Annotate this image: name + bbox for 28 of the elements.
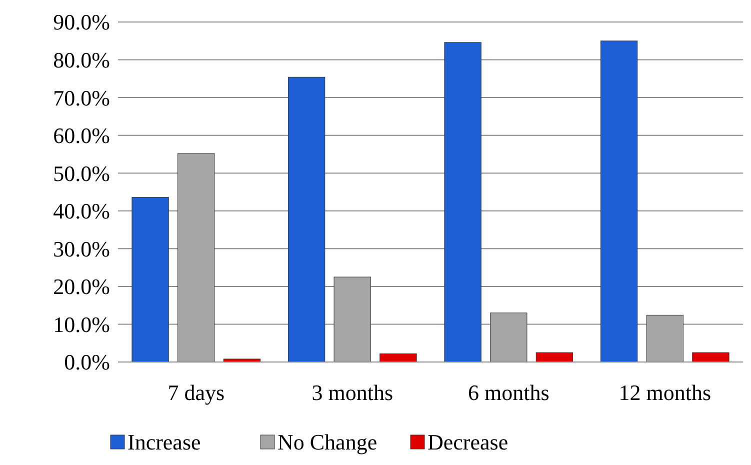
x-tick-label: 12 months (618, 380, 712, 405)
y-tick-label: 50.0% (53, 160, 110, 186)
bar (692, 352, 730, 362)
bar (288, 76, 326, 362)
legend-label: No Change (278, 430, 378, 455)
y-tick-label: 10.0% (53, 312, 110, 337)
legend-label: Increase (128, 430, 201, 455)
bar (334, 276, 371, 362)
x-tick-label: 3 months (312, 380, 394, 405)
y-tick-label: 40.0% (53, 198, 110, 224)
bar (132, 197, 169, 362)
bar (536, 352, 574, 362)
y-tick-label: 30.0% (53, 236, 110, 262)
x-tick-label: 6 months (468, 380, 550, 405)
y-tick-label: 80.0% (53, 47, 110, 72)
y-tick-label: 60.0% (53, 123, 110, 148)
y-tick-label: 0.0% (64, 350, 110, 375)
legend-label: Decrease (428, 430, 508, 455)
y-tick-label: 90.0% (53, 10, 110, 35)
bar (490, 312, 528, 362)
bar (646, 314, 684, 362)
bar (444, 42, 482, 362)
bar (178, 153, 215, 362)
x-tick-label: 7 days (168, 380, 225, 405)
y-tick-label: 20.0% (53, 274, 110, 300)
bar (600, 40, 638, 362)
y-tick-label: 70.0% (53, 85, 110, 110)
bar (380, 353, 417, 362)
